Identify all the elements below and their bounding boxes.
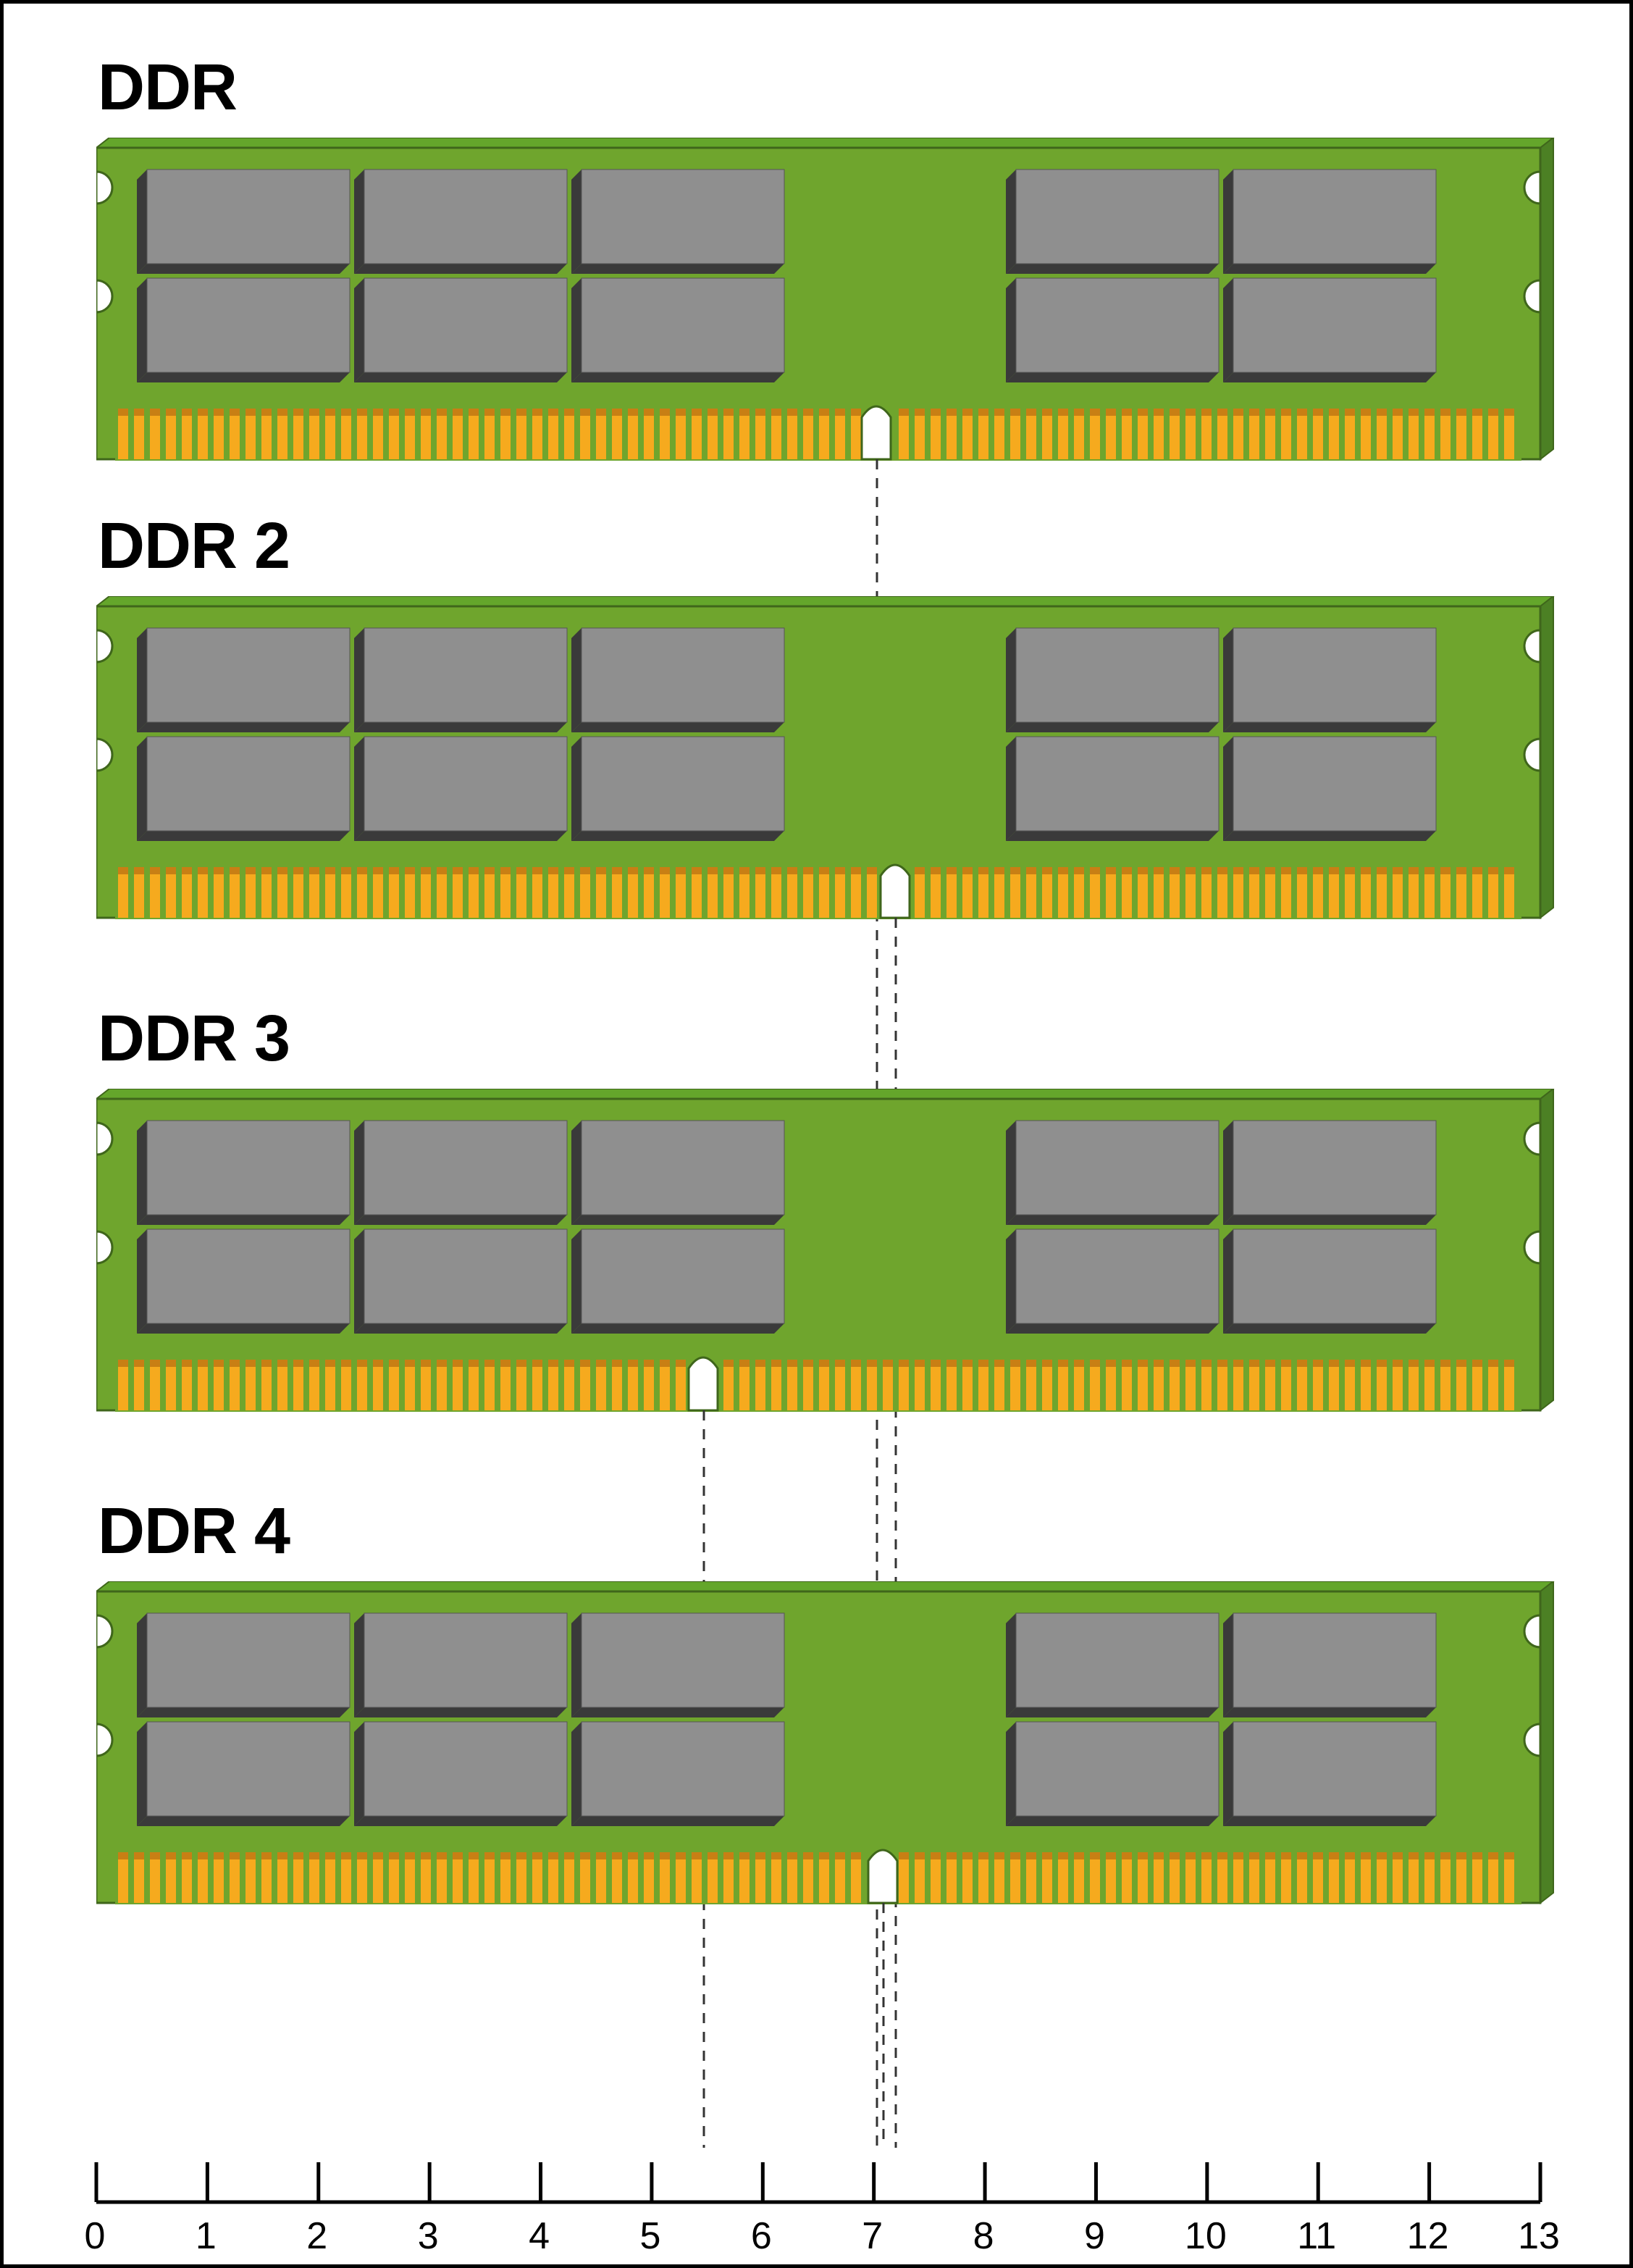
ddr3-label: DDR 3 bbox=[98, 1002, 290, 1076]
ruler-tick-9: 9 bbox=[1084, 2215, 1105, 2256]
ddr4-notch-guideline bbox=[882, 1903, 885, 2148]
ruler-tick-13: 13 bbox=[1518, 2215, 1560, 2256]
ddr3-module bbox=[96, 1089, 1556, 1413]
ruler: 012345678910111213 bbox=[67, 2148, 1569, 2256]
ruler-tick-4: 4 bbox=[529, 2215, 550, 2256]
ruler-tick-7: 7 bbox=[862, 2215, 883, 2256]
ruler-tick-12: 12 bbox=[1407, 2215, 1449, 2256]
diagram-frame: DDRDDR 2DDR 3DDR 4012345678910111213 bbox=[0, 0, 1633, 2268]
ruler-tick-2: 2 bbox=[306, 2215, 327, 2256]
ddr4-module bbox=[96, 1581, 1556, 1906]
ddr-label: DDR bbox=[98, 51, 237, 125]
ddr2-label: DDR 2 bbox=[98, 509, 290, 584]
ruler-tick-5: 5 bbox=[639, 2215, 660, 2256]
ruler-tick-0: 0 bbox=[85, 2215, 106, 2256]
ruler-tick-8: 8 bbox=[973, 2215, 994, 2256]
ddr2-module bbox=[96, 596, 1556, 921]
ruler-tick-10: 10 bbox=[1185, 2215, 1227, 2256]
ruler-tick-3: 3 bbox=[418, 2215, 439, 2256]
ruler-tick-1: 1 bbox=[196, 2215, 217, 2256]
ruler-tick-11: 11 bbox=[1297, 2215, 1336, 2256]
ruler-tick-6: 6 bbox=[751, 2215, 772, 2256]
ddr-module bbox=[96, 138, 1556, 462]
ddr4-label: DDR 4 bbox=[98, 1494, 290, 1569]
